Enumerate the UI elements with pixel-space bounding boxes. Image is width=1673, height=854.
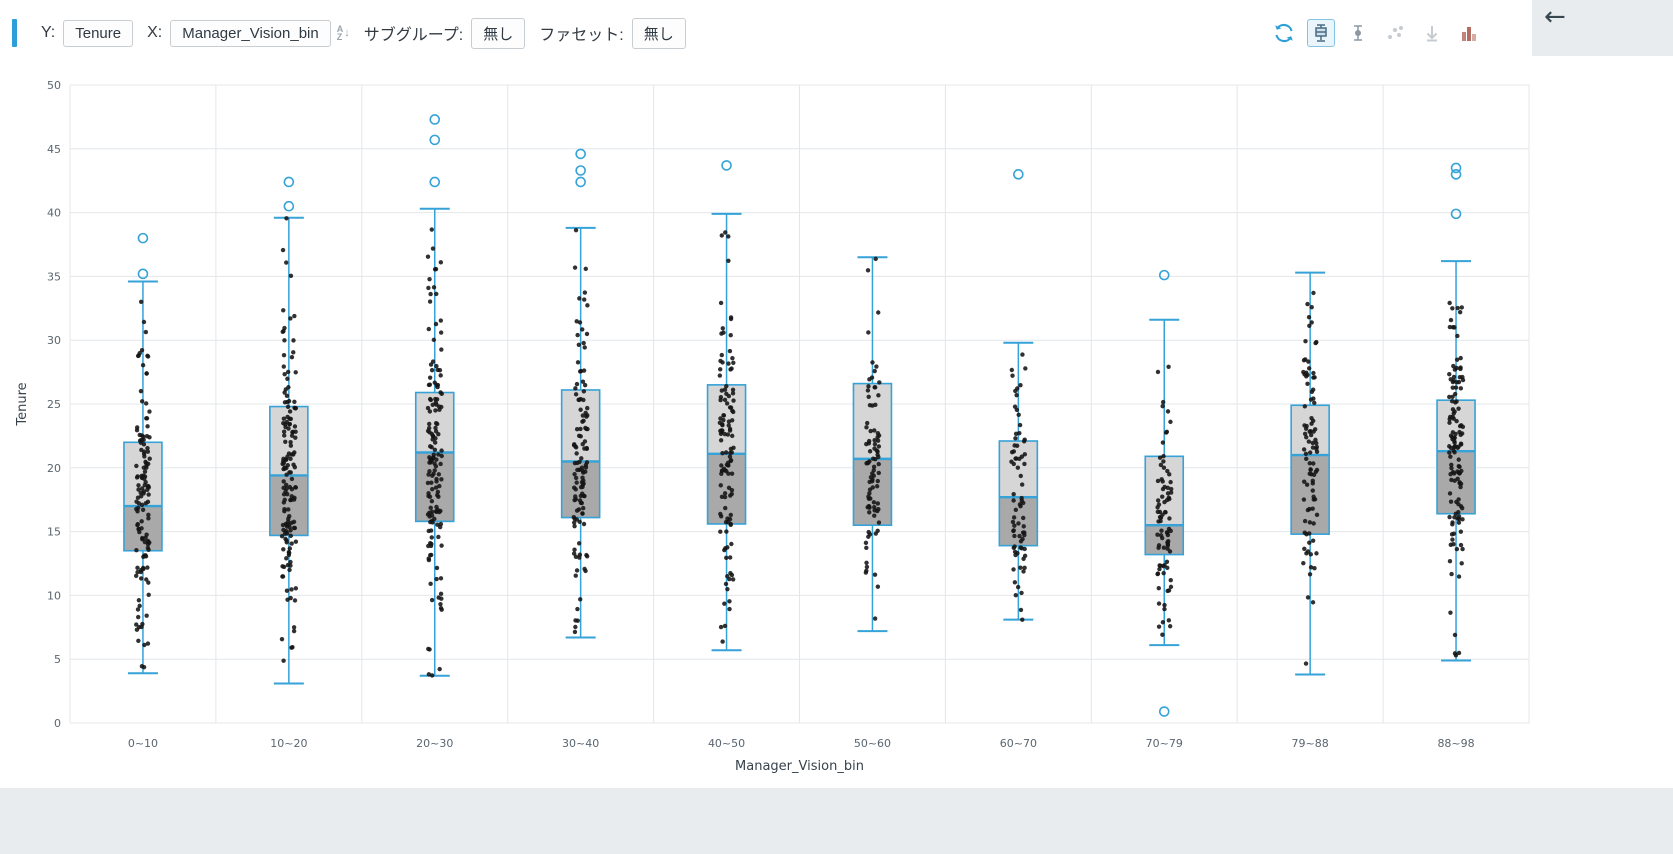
x-tick-79~88: 79~88 [1292, 737, 1329, 750]
sort-arrow-glyph: ↓ [344, 27, 350, 39]
boxplot-chart[interactable]: 0 5 10 15 20 25 30 35 40 45 50 Tenure Manager_Vision… [0, 66, 1673, 788]
scatter-icon [1388, 26, 1403, 39]
x-tick-50~60: 50~60 [854, 737, 891, 750]
sync-refresh-button[interactable] [1270, 19, 1298, 47]
x-tick-60~70: 60~70 [1000, 737, 1037, 750]
expand-panel-arrow-button[interactable]: ← [1544, 2, 1566, 32]
box-50~60[interactable] [852, 256, 893, 633]
x-field-button[interactable]: Manager_Vision_bin [170, 19, 331, 47]
scatter-chart-type-button[interactable] [1381, 19, 1409, 47]
facet-button[interactable]: 無し [631, 17, 686, 49]
svg-text:35: 35 [47, 270, 61, 283]
x-tick-10~20: 10~20 [270, 737, 307, 750]
histogram-icon [1462, 27, 1476, 41]
x-tick-20~30: 20~30 [416, 737, 453, 750]
sort-letter-z: Z [336, 32, 343, 42]
box-70~79[interactable] [1144, 269, 1185, 717]
svg-text:25: 25 [47, 398, 61, 411]
box-40~50[interactable] [706, 160, 747, 652]
box-79~88[interactable] [1290, 271, 1330, 676]
x-tick-70~79: 70~79 [1146, 737, 1183, 750]
dropline-chart-type-button[interactable] [1418, 19, 1446, 47]
chart-panel: 0 5 10 15 20 25 30 35 40 45 50 Tenure Manager_Vision… [0, 66, 1673, 788]
x-tick-30~40: 30~40 [562, 737, 599, 750]
toolbar: Y: Tenure X: Manager_Vision_bin A Z ↓ サブ… [0, 0, 1673, 66]
arrow-down-icon [1426, 26, 1438, 42]
svg-text:50: 50 [47, 79, 61, 92]
y-axis-field-label: Y: [41, 24, 56, 41]
y-field-button[interactable]: Tenure [63, 19, 134, 47]
x-tick-40~50: 40~50 [708, 737, 745, 750]
svg-text:5: 5 [54, 653, 61, 666]
svg-text:10: 10 [47, 589, 61, 602]
histogram-chart-type-button[interactable] [1455, 19, 1483, 47]
chart-type-toolbar [1270, 19, 1483, 47]
svg-text:45: 45 [47, 143, 61, 156]
svg-text:30: 30 [47, 334, 61, 347]
collapsed-side-panel: ← [1532, 0, 1673, 56]
box-20~30[interactable] [414, 114, 455, 678]
box-10~20[interactable] [269, 176, 309, 685]
sort-letter-a: A [336, 24, 344, 34]
pointrange-chart-type-button[interactable] [1344, 19, 1372, 47]
svg-text:Tenure: Tenure [15, 382, 30, 426]
svg-text:0: 0 [54, 717, 61, 730]
x-tick-0~10: 0~10 [128, 737, 158, 750]
axes: 0 5 10 15 20 25 30 35 40 45 50 Tenure Manager_Vision… [15, 79, 864, 774]
sync-icon [1275, 23, 1293, 43]
sort-az-icon[interactable]: A Z ↓ [336, 24, 350, 42]
subgroup-label: サブグループ: [363, 27, 464, 44]
x-tick-88~98: 88~98 [1437, 737, 1474, 750]
box-0~10[interactable] [123, 232, 163, 675]
boxplot-chart-type-button[interactable] [1307, 19, 1335, 47]
boxplot-icon [1315, 24, 1327, 42]
facet-label: ファセット: [539, 27, 624, 44]
svg-text:Manager_Vision_bin: Manager_Vision_bin [735, 759, 864, 774]
x-axis-field-label: X: [147, 24, 163, 41]
pointrange-icon [1354, 25, 1362, 41]
svg-text:40: 40 [47, 207, 61, 220]
box-30~40[interactable] [560, 148, 601, 639]
pane-accent-bar [12, 19, 17, 47]
box-60~70[interactable] [998, 169, 1039, 622]
svg-text:20: 20 [47, 462, 61, 475]
grid [69, 84, 1530, 724]
svg-text:15: 15 [47, 526, 61, 539]
box-88~98[interactable] [1436, 162, 1476, 662]
subgroup-button[interactable]: 無し [471, 17, 526, 49]
